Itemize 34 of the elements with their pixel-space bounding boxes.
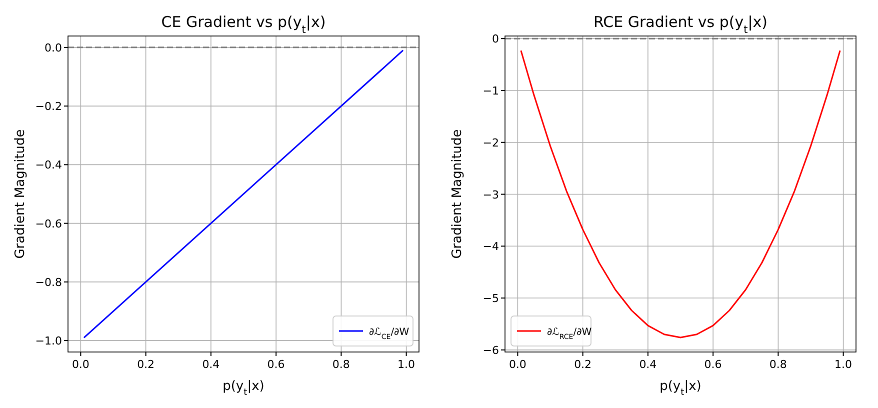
legend-label: ∂ℒ$_{CE}$/∂W [369, 327, 410, 341]
y-tick-label: 0 [492, 32, 499, 46]
y-tick-label: −4 [482, 240, 499, 254]
x-tick-label: 1.0 [398, 358, 416, 371]
y-axis-title: Gradient Magnitude [450, 129, 465, 259]
y-tick-label: −6 [482, 344, 499, 357]
x-tick-label: 0.8 [769, 358, 787, 371]
x-tick-label: 0.6 [704, 358, 722, 371]
x-tick-label: 0.2 [137, 358, 155, 371]
chart-title: CE Gradient vs p(y$_{t}$|x) [161, 13, 326, 36]
x-tick-label: 0.2 [574, 358, 592, 371]
y-tick-label: 0.0 [44, 41, 62, 54]
x-tick-label: 0.4 [202, 358, 220, 371]
x-axis-title: p(y$_{t}$|x) [660, 379, 702, 398]
y-tick-label: −0.8 [35, 276, 62, 289]
chart-title: RCE Gradient vs p(y$_{t}$|x) [593, 13, 768, 36]
x-tick-label: 0.4 [639, 358, 657, 371]
y-tick-label: −5 [482, 292, 499, 306]
y-tick-label: −0.2 [35, 100, 62, 114]
y-tick-label: −1 [482, 84, 499, 98]
x-tick-label: 0.6 [267, 358, 285, 371]
x-axis-title: p(y$_{t}$|x) [222, 379, 264, 398]
y-tick-label: −0.4 [35, 158, 62, 172]
y-axis-title: Gradient Magnitude [13, 129, 28, 259]
y-tick-label: −0.6 [35, 217, 62, 230]
x-tick-label: 0.8 [332, 358, 350, 371]
y-tick-label: −1.0 [35, 334, 62, 348]
x-tick-label: 0.0 [72, 358, 90, 371]
line-series [520, 50, 841, 338]
y-tick-label: −3 [482, 188, 499, 202]
legend-label: ∂ℒ$_{RCE}$/∂W [547, 327, 592, 341]
x-tick-label: 1.0 [834, 358, 852, 371]
x-tick-label: 0.0 [508, 358, 526, 371]
y-tick-label: −2 [482, 136, 499, 150]
